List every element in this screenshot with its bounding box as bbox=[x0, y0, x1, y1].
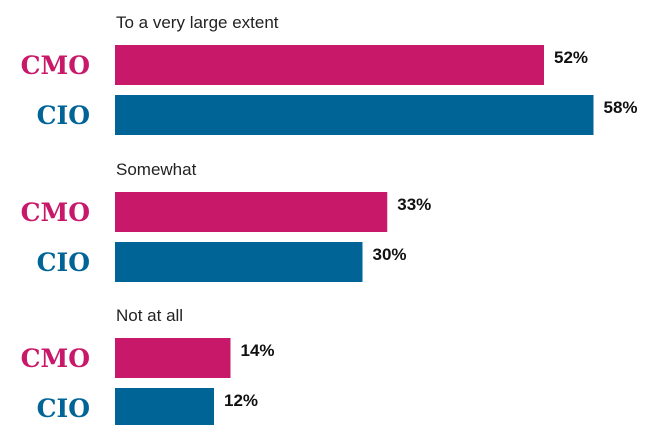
series-label-cmo: CMO bbox=[21, 51, 90, 80]
data-label: 30% bbox=[373, 245, 407, 264]
category-label: Somewhat bbox=[116, 160, 197, 179]
bar-cio bbox=[115, 95, 594, 135]
series-label-cmo: CMO bbox=[21, 198, 90, 227]
bar-cmo bbox=[115, 192, 388, 232]
series-label-cio: CIO bbox=[37, 101, 90, 130]
category-label: Not at all bbox=[116, 306, 183, 325]
data-label: 58% bbox=[604, 98, 638, 117]
series-label-cio: CIO bbox=[37, 394, 90, 423]
category-label: To a very large extent bbox=[116, 13, 279, 32]
bar-cio bbox=[115, 388, 214, 425]
series-label-cmo: CMO bbox=[21, 344, 90, 373]
bar-cio bbox=[115, 242, 363, 282]
bar-cmo bbox=[115, 45, 544, 85]
data-label: 12% bbox=[224, 391, 258, 410]
series-label-cio: CIO bbox=[37, 248, 90, 277]
data-label: 14% bbox=[241, 341, 275, 360]
bar-cmo bbox=[115, 338, 231, 378]
data-label: 33% bbox=[397, 195, 431, 214]
data-label: 52% bbox=[554, 48, 588, 67]
